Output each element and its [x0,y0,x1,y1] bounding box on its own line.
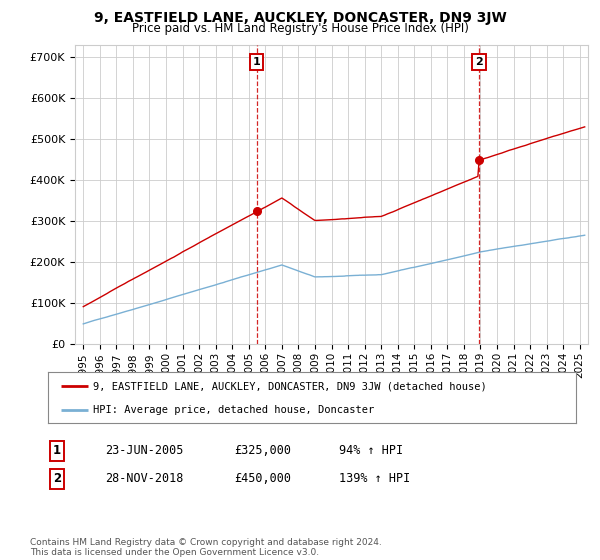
Text: Price paid vs. HM Land Registry's House Price Index (HPI): Price paid vs. HM Land Registry's House … [131,22,469,35]
Text: 9, EASTFIELD LANE, AUCKLEY, DONCASTER, DN9 3JW (detached house): 9, EASTFIELD LANE, AUCKLEY, DONCASTER, D… [93,381,487,391]
Text: 1: 1 [53,444,61,458]
Text: £450,000: £450,000 [234,472,291,486]
Text: Contains HM Land Registry data © Crown copyright and database right 2024.
This d: Contains HM Land Registry data © Crown c… [30,538,382,557]
Text: 1: 1 [253,57,260,67]
Text: 2: 2 [53,472,61,486]
Text: 28-NOV-2018: 28-NOV-2018 [105,472,184,486]
Text: 94% ↑ HPI: 94% ↑ HPI [339,444,403,458]
Text: 23-JUN-2005: 23-JUN-2005 [105,444,184,458]
Text: HPI: Average price, detached house, Doncaster: HPI: Average price, detached house, Donc… [93,405,374,415]
Text: 9, EASTFIELD LANE, AUCKLEY, DONCASTER, DN9 3JW: 9, EASTFIELD LANE, AUCKLEY, DONCASTER, D… [94,11,506,25]
Text: £325,000: £325,000 [234,444,291,458]
Text: 2: 2 [475,57,483,67]
Text: 139% ↑ HPI: 139% ↑ HPI [339,472,410,486]
